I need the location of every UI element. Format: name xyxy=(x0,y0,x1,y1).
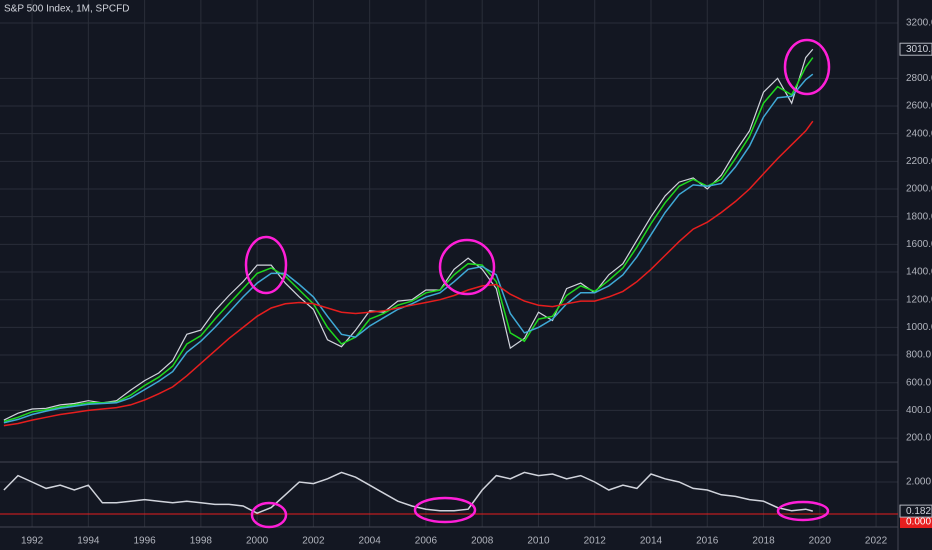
last-value-box xyxy=(899,42,932,56)
y-tick-label: 2800.0 xyxy=(906,73,932,84)
x-tick-label: 2016 xyxy=(696,536,719,547)
x-tick-label: 2018 xyxy=(752,536,775,547)
y-tick-label: 1600.0 xyxy=(906,239,932,250)
y-tick-label: 1000.0 xyxy=(906,322,932,333)
x-tick-label: 2020 xyxy=(809,536,832,547)
y-tick-label: 3200.0 xyxy=(906,18,932,29)
chart-title: S&P 500 Index, 1M, SPCFD xyxy=(4,4,129,15)
series-line xyxy=(3,471,813,515)
x-tick-label: 2002 xyxy=(302,536,325,547)
y-tick-label: 2000.0 xyxy=(906,184,932,195)
y-tick-label: 1200.0 xyxy=(906,294,932,305)
y-tick-label: 2600.0 xyxy=(906,101,932,112)
circle xyxy=(776,500,830,522)
y-tick-label: 600.0 xyxy=(906,377,931,388)
circle xyxy=(413,496,477,524)
series-line xyxy=(3,73,814,424)
x-tick-label: 2004 xyxy=(359,536,382,547)
y-tick-label: 2400.0 xyxy=(906,128,932,139)
x-tick-label: 2006 xyxy=(415,536,438,547)
y-tick-label: 400.0 xyxy=(906,405,931,416)
annotations xyxy=(244,38,831,529)
y-tick-label: 200.0 xyxy=(906,433,931,444)
circle xyxy=(250,501,288,529)
plot xyxy=(0,48,898,515)
last-value-label: 3010.3 xyxy=(906,44,932,55)
x-tick-label: 2010 xyxy=(527,536,550,547)
x-tick-label: 1994 xyxy=(77,536,100,547)
x-tick-label: 1992 xyxy=(21,536,44,547)
labels: 200.0 400.0 600.0 800.0 1000.0 1200.0 1400.0 16… xyxy=(21,18,932,547)
circle xyxy=(783,38,831,96)
series-line xyxy=(3,57,814,423)
reference-label-box xyxy=(900,516,932,529)
circle xyxy=(244,235,288,295)
last-value-label: 0.182 xyxy=(906,506,931,517)
x-tick-label: 2022 xyxy=(865,536,888,547)
grid xyxy=(0,0,898,527)
y-tick-label: 800.0 xyxy=(906,350,931,361)
x-tick-label: 1996 xyxy=(133,536,156,547)
y-tick-label: 2.000 xyxy=(906,477,931,488)
x-tick-label: 2012 xyxy=(584,536,607,547)
last-value-box xyxy=(899,504,932,518)
y-tick-label: 1800.0 xyxy=(906,211,932,222)
reference-label: 0.000 xyxy=(906,517,931,528)
y-tick-label: 2200.0 xyxy=(906,156,932,167)
x-tick-label: 2008 xyxy=(471,536,494,547)
series-line xyxy=(3,48,814,421)
x-tick-label: 1998 xyxy=(190,536,213,547)
circle xyxy=(438,238,496,296)
series-line xyxy=(3,120,814,427)
y-tick-label: 1400.0 xyxy=(906,267,932,278)
x-tick-label: 2014 xyxy=(640,536,663,547)
x-tick-label: 2000 xyxy=(246,536,269,547)
